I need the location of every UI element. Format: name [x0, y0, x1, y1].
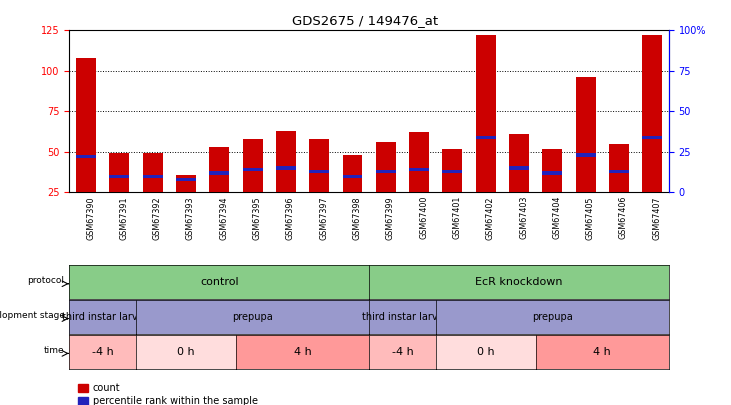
Text: GDS2675 / 149476_at: GDS2675 / 149476_at	[292, 14, 439, 27]
Bar	[575, 77, 596, 192]
Text: GSM67396: GSM67396	[286, 196, 295, 239]
Text: -4 h: -4 h	[92, 347, 113, 357]
Text: third instar larva: third instar larva	[362, 312, 443, 322]
Bar	[376, 142, 395, 192]
Bar	[143, 153, 163, 192]
Bar	[509, 166, 529, 170]
Bar	[575, 153, 596, 157]
Text: GSM67402: GSM67402	[485, 196, 495, 239]
Text: GSM67405: GSM67405	[586, 196, 594, 239]
Bar	[176, 178, 196, 181]
Text: GSM67395: GSM67395	[253, 196, 262, 240]
Text: GSM67400: GSM67400	[419, 196, 428, 239]
Bar	[76, 58, 96, 192]
Bar	[609, 144, 629, 192]
Text: 4 h: 4 h	[594, 347, 611, 357]
Bar	[442, 149, 463, 192]
Bar	[409, 132, 429, 192]
Text: GSM67393: GSM67393	[186, 196, 195, 239]
Bar	[376, 170, 395, 173]
Bar	[276, 131, 296, 192]
Text: GSM67390: GSM67390	[86, 196, 95, 239]
Text: GSM67406: GSM67406	[619, 196, 628, 239]
Bar	[209, 171, 230, 175]
Text: development stage: development stage	[0, 311, 64, 320]
Bar	[309, 170, 329, 173]
Bar	[643, 136, 662, 139]
Bar	[509, 134, 529, 192]
Bar	[442, 170, 463, 173]
Text: time: time	[44, 345, 64, 354]
Text: GSM67397: GSM67397	[319, 196, 328, 240]
Bar	[209, 147, 230, 192]
Text: GSM67391: GSM67391	[119, 196, 129, 239]
Bar	[643, 35, 662, 192]
Text: protocol: protocol	[28, 276, 64, 285]
Text: GSM67407: GSM67407	[652, 196, 662, 239]
Legend: count, percentile rank within the sample: count, percentile rank within the sample	[75, 379, 262, 405]
Text: GSM67404: GSM67404	[553, 196, 561, 239]
Bar	[276, 166, 296, 170]
Text: GSM67392: GSM67392	[153, 196, 162, 240]
Bar	[110, 175, 129, 178]
Text: GSM67394: GSM67394	[219, 196, 228, 239]
Bar	[176, 175, 196, 192]
Text: GSM67403: GSM67403	[519, 196, 528, 239]
Text: 0 h: 0 h	[477, 347, 494, 357]
Text: control: control	[200, 277, 238, 287]
Text: prepupa: prepupa	[232, 312, 273, 322]
Bar	[309, 139, 329, 192]
Bar	[76, 155, 96, 158]
Bar	[476, 35, 496, 192]
Text: EcR knockdown: EcR knockdown	[475, 277, 563, 287]
Bar	[243, 168, 262, 171]
Bar	[343, 155, 363, 192]
Text: 0 h: 0 h	[177, 347, 194, 357]
Text: GSM67401: GSM67401	[452, 196, 461, 239]
Bar	[243, 139, 262, 192]
Bar	[542, 149, 562, 192]
Bar	[609, 170, 629, 173]
Text: -4 h: -4 h	[392, 347, 413, 357]
Text: third instar larva: third instar larva	[62, 312, 143, 322]
Bar	[409, 168, 429, 171]
Bar	[343, 175, 363, 178]
Text: GSM67398: GSM67398	[352, 196, 362, 239]
Text: GSM67399: GSM67399	[386, 196, 395, 240]
Bar	[143, 175, 163, 178]
Bar	[110, 153, 129, 192]
Text: prepupa: prepupa	[532, 312, 572, 322]
Bar	[476, 136, 496, 139]
Bar	[542, 171, 562, 175]
Text: 4 h: 4 h	[294, 347, 311, 357]
